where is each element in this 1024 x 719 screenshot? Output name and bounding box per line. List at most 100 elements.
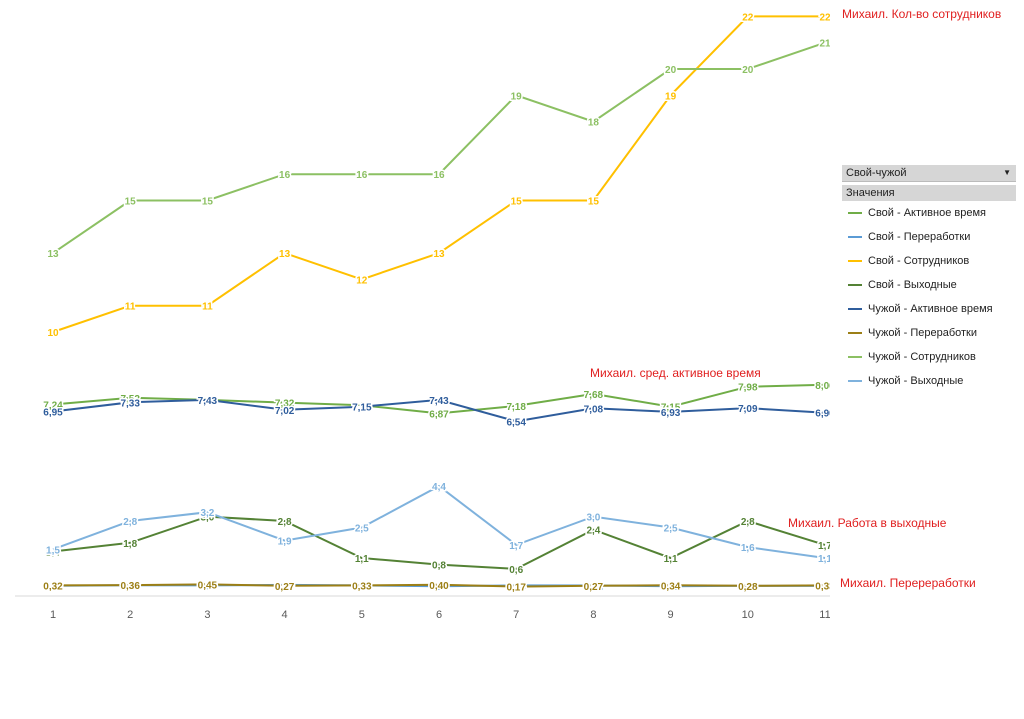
legend-filter-label: Свой-чужой bbox=[846, 167, 907, 179]
x-tick-label: 2 bbox=[127, 609, 133, 621]
x-tick-label: 6 bbox=[436, 609, 442, 621]
legend-item: Чужой - Активное время bbox=[842, 297, 1016, 321]
series-line-4 bbox=[52, 515, 826, 570]
legend-item: Чужой - Выходные bbox=[842, 369, 1016, 393]
data-label: 1,5 bbox=[46, 545, 60, 556]
legend-item: Чужой - Переработки bbox=[842, 321, 1016, 345]
legend-swatch bbox=[848, 332, 862, 334]
data-label: 0,33 bbox=[198, 581, 218, 592]
data-label: 0,31 bbox=[584, 582, 604, 593]
legend-label: Чужой - Переработки bbox=[868, 327, 978, 339]
data-label: 13 bbox=[47, 249, 59, 260]
data-label: 7,43 bbox=[198, 396, 218, 407]
legend-swatch bbox=[848, 260, 862, 262]
data-label: 3,2 bbox=[200, 508, 214, 519]
data-label: 11 bbox=[125, 302, 136, 313]
legend-item: Свой - Активное время bbox=[842, 201, 1016, 225]
series-line-5 bbox=[52, 398, 826, 423]
x-tick-label: 4 bbox=[282, 609, 288, 621]
data-label: 0,27 bbox=[275, 582, 295, 593]
data-label: 0,28 bbox=[738, 582, 758, 593]
data-label: 1,1 bbox=[818, 554, 830, 565]
legend-values-header: Значения bbox=[842, 185, 1016, 201]
series-line-1 bbox=[52, 383, 826, 415]
data-label: 0,45 bbox=[198, 580, 218, 591]
data-label: 0,35 bbox=[120, 581, 140, 592]
data-label: 6,95 bbox=[43, 407, 63, 418]
legend-swatch bbox=[848, 380, 862, 382]
data-label: 7,15 bbox=[661, 403, 681, 414]
data-label: 7,24 bbox=[43, 401, 63, 412]
data-label: 2,8 bbox=[741, 517, 755, 528]
data-label: 0,33 bbox=[815, 581, 830, 592]
data-label: 13 bbox=[433, 249, 445, 260]
series-line-8 bbox=[52, 484, 826, 559]
dropdown-arrow-icon[interactable]: ▼ bbox=[1003, 168, 1011, 177]
x-tick-label: 7 bbox=[513, 609, 519, 621]
data-label: 0,39 bbox=[275, 581, 295, 592]
line-chart: 1 2 3 4 5 6 7 8 9 10 11 7,247,52 7,43 7,32 7,216,877,… bbox=[15, 11, 830, 621]
legend-item: Чужой - Сотрудников bbox=[842, 345, 1016, 369]
data-label: 6,90 bbox=[815, 409, 830, 420]
data-label: 0,17 bbox=[506, 583, 526, 594]
data-label: 2,5 bbox=[664, 524, 678, 535]
data-label: 2,8 bbox=[278, 517, 292, 528]
data-label: 22 bbox=[742, 12, 754, 23]
x-tick-label: 11 bbox=[819, 609, 830, 621]
x-tick-label: 8 bbox=[590, 609, 596, 621]
data-label: 10 bbox=[47, 328, 59, 339]
data-label: 2,8 bbox=[123, 517, 137, 528]
series-line-7 bbox=[52, 41, 826, 254]
data-label: 16 bbox=[356, 170, 368, 181]
data-label: 1,8 bbox=[123, 539, 137, 550]
data-label: 0,6 bbox=[509, 565, 523, 576]
series-lines bbox=[52, 15, 826, 588]
data-label: 0,28 bbox=[738, 582, 758, 593]
data-label: 1,7 bbox=[818, 541, 830, 552]
data-label: 16 bbox=[433, 170, 445, 181]
x-tick-label: 1 bbox=[50, 609, 56, 621]
data-label: 6,93 bbox=[661, 408, 681, 419]
data-label: 0,27 bbox=[584, 582, 604, 593]
data-label: 7,15 bbox=[352, 403, 372, 414]
legend-swatch bbox=[848, 356, 862, 358]
x-tick-labels: 1 2 3 4 5 6 7 8 9 10 11 bbox=[50, 609, 830, 621]
legend-items: Свой - Активное время Свой - Переработки С… bbox=[842, 201, 1016, 393]
data-label: 15 bbox=[202, 197, 214, 208]
legend-label: Свой - Переработки bbox=[868, 231, 971, 243]
legend-filter[interactable]: Свой-чужой ▼ bbox=[842, 165, 1016, 182]
annotation-overtime: Михаил. Перереработки bbox=[840, 576, 976, 590]
data-label: 16 bbox=[279, 170, 291, 181]
data-label: 15 bbox=[125, 197, 137, 208]
data-label: 2,5 bbox=[355, 524, 369, 535]
data-label: 15 bbox=[588, 197, 600, 208]
data-label: 19 bbox=[511, 91, 523, 102]
data-label: 7,52 bbox=[120, 394, 140, 405]
x-tick-label: 9 bbox=[668, 609, 674, 621]
data-label: 1,1 bbox=[664, 554, 678, 565]
data-label: 7,18 bbox=[506, 402, 526, 413]
legend-swatch bbox=[848, 212, 862, 214]
data-label: 7,43 bbox=[429, 396, 449, 407]
legend-swatch bbox=[848, 284, 862, 286]
legend-swatch bbox=[848, 308, 862, 310]
data-label: 20 bbox=[665, 65, 677, 76]
data-label: 22 bbox=[819, 12, 830, 23]
legend-label: Чужой - Сотрудников bbox=[868, 351, 976, 363]
data-label: 7,32 bbox=[275, 399, 295, 410]
data-label: 1,9 bbox=[278, 537, 292, 548]
data-label: 21 bbox=[819, 39, 830, 50]
data-label: 0,33 bbox=[352, 581, 372, 592]
data-label: 7,21 bbox=[352, 401, 372, 412]
data-label: 1,1 bbox=[355, 554, 369, 565]
data-label: 0,36 bbox=[120, 581, 140, 592]
data-label: 7,43 bbox=[198, 396, 218, 407]
data-label: 1,6 bbox=[741, 543, 755, 554]
data-label: 8,06 bbox=[815, 381, 830, 392]
data-label: 7,98 bbox=[738, 383, 758, 394]
data-label: 3,0 bbox=[586, 513, 600, 524]
data-label: 3,0 bbox=[200, 513, 214, 524]
data-label: 0,32 bbox=[43, 581, 63, 592]
data-label: 7,68 bbox=[584, 390, 604, 401]
data-label: 15 bbox=[511, 197, 523, 208]
